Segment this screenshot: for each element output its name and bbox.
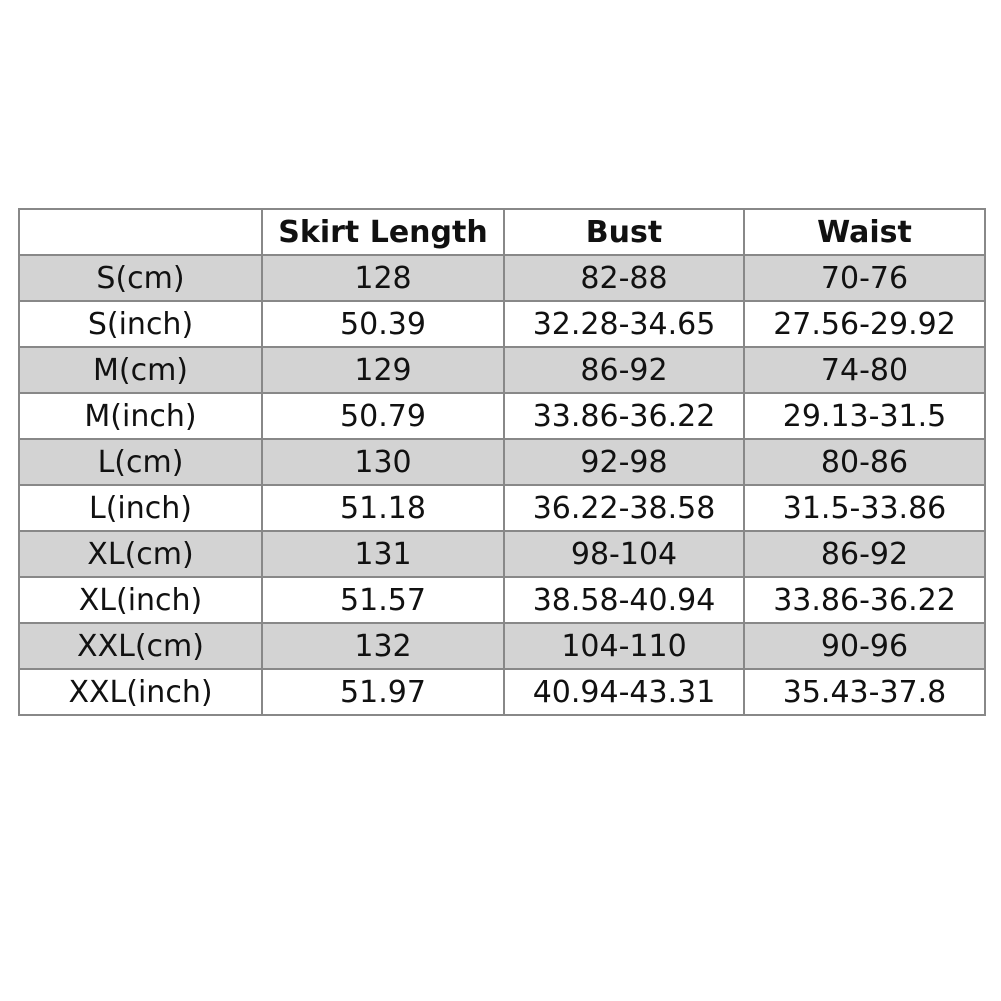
table-cell: 33.86-36.22 [743, 576, 986, 624]
table-cell: 38.58-40.94 [503, 576, 745, 624]
table-cell: 33.86-36.22 [503, 392, 745, 440]
table-row: M(cm) 129 86-92 74-80 [18, 346, 986, 394]
size-chart-table: Skirt Length Bust Waist S(cm) 128 82-88 70-… [18, 208, 986, 716]
table-cell: 50.79 [261, 392, 505, 440]
size-label-cell: XXL(cm) [18, 622, 263, 670]
table-cell: 31.5-33.86 [743, 484, 986, 532]
table-cell: 74-80 [743, 346, 986, 394]
table-cell: 40.94-43.31 [503, 668, 745, 716]
header-row: Skirt Length Bust Waist [18, 208, 986, 256]
table-cell: 128 [261, 254, 505, 302]
table-cell: 36.22-38.58 [503, 484, 745, 532]
table-cell: 86-92 [503, 346, 745, 394]
header-cell: Skirt Length [261, 208, 505, 256]
table-cell: 32.28-34.65 [503, 300, 745, 348]
size-label-cell: L(inch) [18, 484, 263, 532]
size-label-cell: XL(inch) [18, 576, 263, 624]
table-row: M(inch) 50.79 33.86-36.22 29.13-31.5 [18, 392, 986, 440]
table-row: S(cm) 128 82-88 70-76 [18, 254, 986, 302]
size-label-cell: M(cm) [18, 346, 263, 394]
header-cell: Bust [503, 208, 745, 256]
table-cell: 131 [261, 530, 505, 578]
table-cell: 80-86 [743, 438, 986, 486]
size-label-cell: XL(cm) [18, 530, 263, 578]
table-cell: 50.39 [261, 300, 505, 348]
size-label-cell: L(cm) [18, 438, 263, 486]
table-row: XL(cm) 131 98-104 86-92 [18, 530, 986, 578]
table-cell: 130 [261, 438, 505, 486]
table-row: L(cm) 130 92-98 80-86 [18, 438, 986, 486]
table-row: L(inch) 51.18 36.22-38.58 31.5-33.86 [18, 484, 986, 532]
table-cell: 90-96 [743, 622, 986, 670]
table-cell: 132 [261, 622, 505, 670]
table-cell: 92-98 [503, 438, 745, 486]
size-label-cell: S(inch) [18, 300, 263, 348]
table-cell: 104-110 [503, 622, 745, 670]
size-label-cell: XXL(inch) [18, 668, 263, 716]
table-cell: 70-76 [743, 254, 986, 302]
header-cell [18, 208, 263, 256]
table-row: S(inch) 50.39 32.28-34.65 27.56-29.92 [18, 300, 986, 348]
table-cell: 98-104 [503, 530, 745, 578]
table-row: XXL(cm) 132 104-110 90-96 [18, 622, 986, 670]
table-cell: 86-92 [743, 530, 986, 578]
size-label-cell: S(cm) [18, 254, 263, 302]
table-cell: 27.56-29.92 [743, 300, 986, 348]
table-cell: 51.97 [261, 668, 505, 716]
size-label-cell: M(inch) [18, 392, 263, 440]
table-cell: 51.57 [261, 576, 505, 624]
table-cell: 82-88 [503, 254, 745, 302]
table-cell: 35.43-37.8 [743, 668, 986, 716]
table-row: XL(inch) 51.57 38.58-40.94 33.86-36.22 [18, 576, 986, 624]
table-row: XXL(inch) 51.97 40.94-43.31 35.43-37.8 [18, 668, 986, 716]
table-cell: 51.18 [261, 484, 505, 532]
header-cell: Waist [743, 208, 986, 256]
table-cell: 29.13-31.5 [743, 392, 986, 440]
table-cell: 129 [261, 346, 505, 394]
